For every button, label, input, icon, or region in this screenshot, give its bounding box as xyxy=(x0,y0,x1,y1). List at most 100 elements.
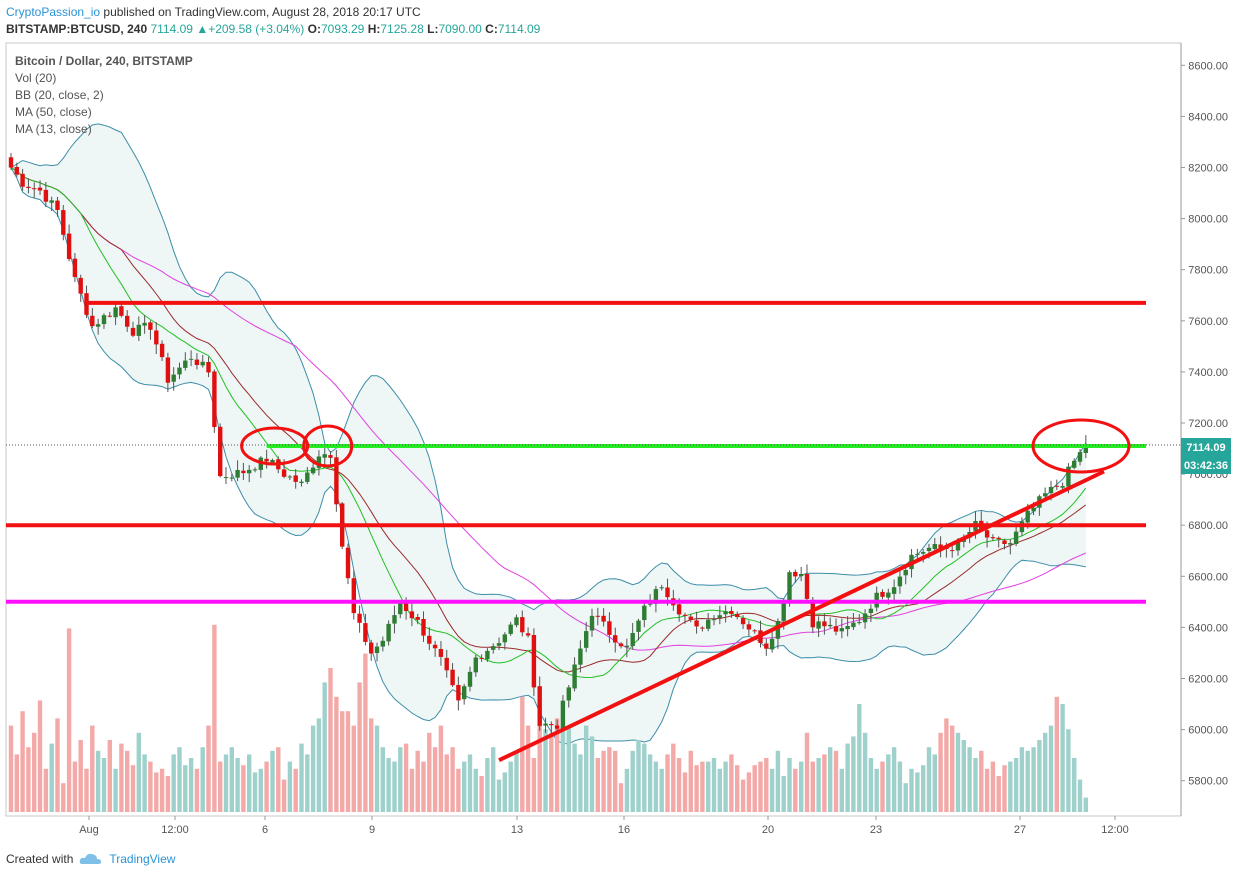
volume-bar xyxy=(107,740,112,812)
volume-bar xyxy=(113,768,118,812)
volume-bar xyxy=(851,736,856,812)
candle-body xyxy=(403,601,409,611)
candle-body xyxy=(165,357,171,383)
legend-vol[interactable]: Vol (20) xyxy=(15,71,57,85)
volume-bar xyxy=(589,736,595,812)
candle xyxy=(636,618,641,641)
volume-bar xyxy=(1072,758,1077,812)
candle xyxy=(398,601,403,619)
candle-body xyxy=(32,188,37,190)
volume-bar xyxy=(1048,725,1054,812)
volume-bar xyxy=(403,743,409,812)
candle xyxy=(374,642,380,662)
legend-bb[interactable]: BB (20, close, 2) xyxy=(15,88,104,102)
candle-body xyxy=(729,611,734,614)
candle-body xyxy=(984,530,990,538)
candle-body xyxy=(636,620,641,632)
volume-bar xyxy=(694,765,699,812)
candle xyxy=(595,607,600,626)
volume-bar xyxy=(822,754,827,812)
candle xyxy=(537,676,542,731)
candle-body xyxy=(61,210,66,235)
volume-bar xyxy=(502,772,507,812)
candle-body xyxy=(903,570,908,576)
candle-body xyxy=(1002,540,1007,544)
candle-body xyxy=(293,475,298,482)
volume-bar xyxy=(95,750,101,812)
candle-body xyxy=(1072,460,1077,468)
candle xyxy=(444,649,449,678)
x-tick-label: 9 xyxy=(369,824,375,836)
candle xyxy=(723,605,728,623)
volume-bar xyxy=(310,725,316,812)
volume-bar xyxy=(1031,747,1036,812)
candle-body xyxy=(543,723,548,726)
volume-bar xyxy=(566,725,571,812)
candle xyxy=(130,321,136,338)
candle xyxy=(740,615,746,629)
volume-bar xyxy=(49,743,54,812)
volume-bar xyxy=(740,779,746,812)
highlight-ellipse xyxy=(240,426,310,466)
candle xyxy=(427,627,432,651)
y-tick-label: 7800.00 xyxy=(1188,265,1228,277)
candle xyxy=(264,449,269,469)
volume-bar xyxy=(926,747,932,812)
candle xyxy=(26,178,31,194)
candle xyxy=(601,608,606,627)
volume-bar xyxy=(363,653,368,812)
volume-bar xyxy=(944,718,949,812)
volume-bar xyxy=(43,768,49,812)
volume-bar xyxy=(456,768,461,812)
y-tick-label: 8200.00 xyxy=(1188,163,1228,175)
legend-ma13[interactable]: MA (13, close) xyxy=(15,122,92,136)
x-tick-label: 16 xyxy=(618,824,630,836)
volume-bar xyxy=(723,761,728,812)
candle xyxy=(1002,538,1007,550)
last-price-badge-bg xyxy=(1181,438,1231,456)
up-arrow-icon: ▲ xyxy=(196,22,209,36)
candle-body xyxy=(148,322,153,330)
candle-body xyxy=(717,615,722,618)
candle xyxy=(735,611,740,620)
cloud-icon xyxy=(80,853,102,864)
author-link[interactable]: CryptoPassion_io xyxy=(6,5,101,19)
candle xyxy=(14,162,19,177)
volume-bar xyxy=(647,754,653,812)
volume-bar xyxy=(613,750,618,812)
candle xyxy=(799,566,804,582)
close-value: 7114.09 xyxy=(497,22,541,36)
candle xyxy=(101,313,107,329)
tradingview-brand[interactable]: TradingView xyxy=(79,852,175,866)
volume-bar xyxy=(810,761,815,812)
candle-body xyxy=(804,574,810,599)
volume-bar xyxy=(984,768,990,812)
volume-bar xyxy=(61,783,66,812)
candle-body xyxy=(363,623,368,642)
volume-bar xyxy=(467,754,473,812)
candle-body xyxy=(1077,452,1083,462)
legend-ma50[interactable]: MA (50, close) xyxy=(15,105,92,119)
candle-body xyxy=(514,617,519,626)
candle xyxy=(305,467,310,484)
candle-body xyxy=(584,631,589,648)
volume-bar xyxy=(188,758,194,812)
candle xyxy=(496,637,502,651)
volume-bar xyxy=(415,750,420,812)
bb-lower-line xyxy=(10,167,1086,745)
volume-bar xyxy=(432,747,438,812)
volume-bar xyxy=(369,718,374,812)
candle-body xyxy=(932,544,937,549)
volume-bar xyxy=(130,765,136,812)
bollinger-bands xyxy=(10,123,1087,745)
candle-body xyxy=(787,572,792,602)
y-tick-label: 8600.00 xyxy=(1188,60,1228,72)
candle xyxy=(473,654,478,677)
y-tick-label: 7600.00 xyxy=(1188,316,1228,328)
candle-body xyxy=(252,469,258,471)
volume-bar xyxy=(386,758,391,812)
candle xyxy=(903,567,908,585)
candle-body xyxy=(328,455,333,458)
y-tick-label: 8000.00 xyxy=(1188,214,1228,226)
